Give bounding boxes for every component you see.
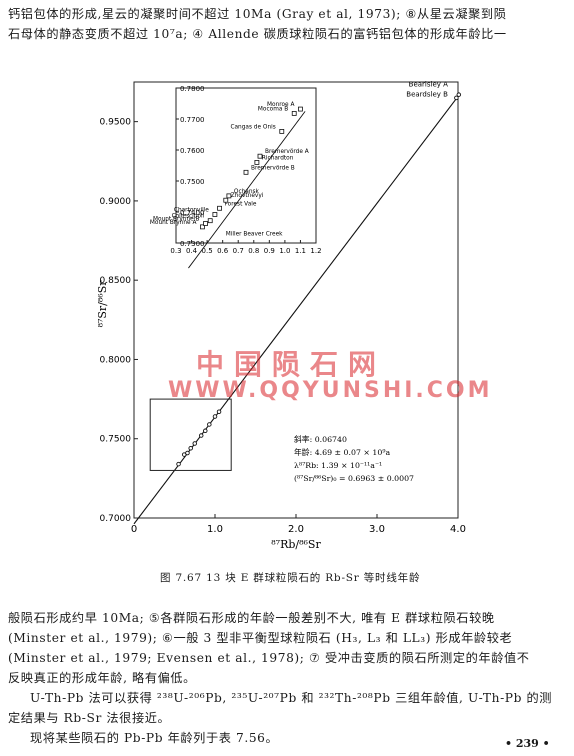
y-tick-label: 0.8000	[100, 355, 132, 365]
y-tick-label: 0.7500	[100, 435, 132, 445]
data-point	[456, 92, 462, 97]
inset-y-tick-label: 0.7800	[180, 85, 205, 93]
inset-point-label: Chartonville	[174, 207, 209, 213]
zoom-region-box	[149, 398, 232, 471]
data-point	[216, 409, 222, 415]
data-point	[185, 450, 190, 456]
inset-data-point	[217, 205, 222, 211]
inset-plot: 0.3 0.4 0.5 0.6 0.7 0.8 0.9 1.0 1.1 1.2 0.7300 0.74…	[150, 85, 322, 269]
inset-x-tick-label: 1.2	[310, 247, 321, 255]
y-axis-title: ⁸⁷Sr/⁸⁶Sr	[98, 280, 109, 328]
inset-data-point	[257, 153, 263, 159]
paragraph-top-line-2: 石母体的静态变质不超过 10⁷a; ④ Allende 碳质球粒陨石的富钙铝包体…	[8, 27, 507, 41]
inset-data-point	[279, 129, 285, 134]
watermark-url: WWW.QQYUNSHI.COM	[168, 378, 493, 403]
x-tick-label: 2.0	[288, 524, 304, 535]
inset-x-tick-label: 0.5	[202, 247, 213, 255]
annotation-line: 年龄: 4.69 ± 0.07 × 10⁹a	[294, 447, 390, 457]
inset-data-point	[291, 111, 297, 116]
inset-x-tick-label: 0.6	[217, 247, 229, 255]
y-tick-label: 0.9500	[100, 118, 132, 128]
annotation-line: (⁸⁷Sr/⁸⁶Sr)₀ = 0.6963 ± 0.0007	[294, 474, 414, 483]
inset-point-label: Mocoma B	[258, 106, 288, 112]
paragraph-bottom-line-2: (Minster et al., 1979); ⑥一般 3 型非平衡型球粒陨石 …	[8, 631, 513, 645]
inset-point-label: Richardton	[262, 155, 294, 161]
data-point	[207, 422, 212, 427]
annotation-line: 斜率: 0.06740	[294, 434, 347, 444]
x-tick-label: 4.0	[450, 524, 466, 535]
y-tick-label: 0.7000	[100, 514, 132, 524]
annotation-box: 斜率: 0.06740 年龄: 4.69 ± 0.07 × 10⁹a λ⁸⁷Rb: …	[294, 434, 414, 483]
inset-data-point	[298, 106, 303, 112]
figure-caption: 图 7.67 13 块 E 群球粒陨石的 Rb-Sr 等时线年龄	[160, 572, 421, 584]
inset-x-tick-label: 0.4	[186, 247, 198, 255]
inset-point-label: Mount Brynne A	[150, 220, 197, 226]
data-point	[176, 461, 181, 467]
inset-point-label: Mount Brynne B	[153, 216, 200, 222]
inset-point-label: Forest Vale	[225, 201, 257, 207]
inset-y-tick-label: 0.7600	[180, 147, 205, 155]
inset-x-tick-label: 0.9	[264, 247, 275, 255]
data-point	[188, 445, 193, 451]
paragraph-bottom-line-7: 现将某些陨石的 Pb-Pb 年龄列于表 7.56。	[30, 731, 279, 745]
paragraph-bottom-line-5: U-Th-Pb 法可以获得 ²³⁸U-²⁰⁶Pb, ²³⁵U-²⁰⁷Pb 和 ²…	[30, 691, 553, 705]
inset-point-label: Bremervörde A	[265, 149, 309, 155]
x-tick-label: 0	[131, 524, 137, 535]
inset-point-label: Zhovtnevyi	[231, 193, 264, 199]
inset-data-point	[243, 169, 249, 175]
paragraph-bottom-line-4: 反映真正的形成年龄, 略有偏低。	[8, 671, 196, 685]
x-axis-title: ⁸⁷Rb/⁸⁶Sr	[271, 538, 321, 551]
inset-x-tick-label: 0.8	[248, 247, 259, 255]
annotation-line: λ⁸⁷Rb: 1.39 × 10⁻¹¹a⁻¹	[294, 461, 382, 470]
inset-y-tick-label: 0.7500	[180, 178, 205, 186]
paragraph-bottom-line-3: (Minster et al., 1979; Evensen et al., 1…	[8, 651, 530, 665]
inset-data-point	[226, 193, 232, 199]
inset-y-tick-label: 0.7700	[180, 116, 205, 124]
inset-data-point	[212, 212, 218, 217]
paragraph-bottom-line-6: 定结果与 Rb-Sr 法很接近。	[8, 711, 171, 725]
point-label: Beardsley B	[406, 91, 448, 99]
point-label: Bearisley A	[409, 81, 448, 89]
inset-point-label: Collescipoli	[172, 214, 205, 220]
inset-x-tick-label: 1.1	[295, 247, 306, 255]
data-point	[192, 441, 197, 446]
inset-x-tick-label: 0.3	[170, 247, 181, 255]
data-point	[212, 414, 218, 419]
inset-data-point	[223, 197, 229, 203]
inset-data-point	[207, 218, 213, 224]
paragraph-top-line-1: 钙铝包体的形成,星云的凝聚时间不超过 10Ma (Gray et al, 197…	[8, 7, 507, 21]
inset-x-tick-label: 1.0	[279, 247, 290, 255]
inset-point-label: Cangas de Onis	[230, 124, 275, 130]
inset-y-tick-label: 0.7300	[180, 240, 205, 248]
main-plot-area: 0 1.0 2.0 3.0 4.0 0.7000 0.7500 0.8000 0.8500 0.9…	[98, 81, 466, 551]
y-tick-label: 0.9000	[100, 197, 132, 207]
paragraph-bottom-line-1: 般陨石形成约早 10Ma; ⑤各群陨石形成的年龄一般差别不大, 唯有 E 群球粒…	[8, 611, 495, 625]
data-point	[198, 433, 204, 438]
inset-extra-label: Miller Beaver Creek	[226, 231, 283, 237]
inset-data-point	[254, 160, 260, 165]
inset-point-label: Ochansk	[234, 189, 260, 195]
inset-data-point	[203, 221, 208, 226]
inset-point-label: Monroe A	[267, 102, 294, 108]
y-tick-label: 0.8500	[100, 276, 132, 286]
x-tick-label: 3.0	[369, 524, 385, 535]
x-tick-label: 1.0	[207, 524, 223, 535]
page-number: • 239 •	[505, 737, 550, 750]
main-plot-marks: Bearisley A Beardsley B	[133, 81, 462, 525]
inset-data-point	[200, 224, 205, 230]
watermark-chinese: 中国陨石网	[196, 348, 387, 381]
isochron-figure: 0 1.0 2.0 3.0 4.0 0.7000 0.7500 0.8000 0.8500 0.9…	[98, 81, 466, 551]
inset-y-tick-label: 0.7400	[180, 209, 205, 217]
inset-x-tick-label: 0.7	[233, 247, 244, 255]
data-point	[454, 95, 459, 101]
inset-point-label: Bremervörde B	[251, 165, 295, 171]
inset-isochron-line	[188, 111, 306, 269]
data-point	[203, 428, 208, 434]
